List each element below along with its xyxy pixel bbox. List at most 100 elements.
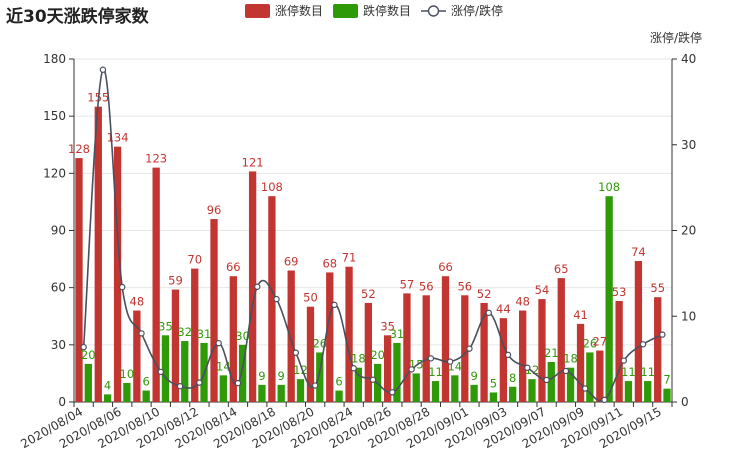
y-right-tick-label: 40 [681, 52, 696, 66]
ratio-point [504, 351, 512, 359]
ratio-point [562, 367, 570, 375]
data-label-limit-down: 18 [351, 352, 366, 366]
bar-limit-up [519, 310, 527, 402]
bar-limit-up [480, 302, 488, 402]
bar-limit-down [181, 341, 189, 402]
bar-limit-up [403, 293, 411, 402]
ratio-point [659, 331, 666, 338]
bar-limit-down [161, 335, 170, 402]
ratio-point [176, 383, 184, 390]
bar-limit-up [152, 167, 160, 402]
chart-title: 近30天涨跌停家数 [6, 7, 149, 27]
bar-limit-down [644, 381, 652, 402]
ratio-point [331, 301, 338, 309]
data-label-limit-up: 69 [284, 255, 299, 269]
data-label-limit-down: 11 [621, 365, 636, 379]
bar-limit-down [84, 363, 92, 402]
bar-limit-down [123, 382, 131, 402]
data-label-limit-down: 31 [390, 327, 405, 341]
bar-limit-up [345, 266, 353, 402]
data-label-limit-up: 128 [68, 142, 90, 156]
data-label-limit-up: 134 [107, 131, 129, 145]
bar-limit-down [509, 386, 517, 402]
bar-limit-down [605, 196, 613, 402]
bar-limit-down [566, 367, 575, 402]
y-left-tick-label: 120 [43, 166, 66, 180]
legend-label-limit-up: 涨停数目 [275, 3, 323, 18]
y-right-tick-label: 30 [681, 138, 696, 152]
ratio-point [350, 365, 357, 372]
y-right-tick-label: 20 [681, 224, 696, 238]
bar-limit-down [547, 361, 555, 402]
bar-limit-up [557, 278, 565, 402]
legend-swatch-limit-up [245, 4, 270, 18]
ratio-point [369, 376, 377, 383]
ratio-point [292, 349, 300, 356]
data-label-limit-up: 35 [380, 319, 395, 333]
bar-limit-up [191, 268, 199, 402]
ratio-point [389, 389, 396, 396]
bar-limit-up [268, 196, 276, 402]
ratio-point [427, 355, 435, 362]
data-label-limit-down: 20 [81, 348, 96, 362]
ratio-point [485, 309, 492, 317]
data-label-limit-up: 71 [342, 251, 357, 265]
data-label-limit-up: 66 [226, 260, 241, 274]
bar-limit-up [615, 301, 623, 402]
data-label-limit-up: 121 [242, 155, 264, 169]
bar-limit-up [441, 276, 450, 402]
bar-limit-down [393, 342, 401, 402]
y-right-tick-label: 10 [681, 309, 696, 323]
bar-limit-up [499, 318, 508, 402]
data-label-limit-down: 18 [563, 352, 578, 366]
data-label-limit-down: 8 [509, 371, 516, 385]
bar-limit-down [258, 384, 266, 402]
ratio-point [273, 295, 280, 303]
bar-limit-down [431, 381, 440, 402]
data-label-limit-down: 26 [583, 336, 598, 350]
data-label-limit-down: 21 [544, 346, 559, 360]
data-label-limit-up: 27 [593, 335, 608, 349]
bar-limit-down [238, 344, 247, 402]
bar-limit-down [335, 390, 343, 402]
ratio-point [408, 366, 415, 373]
ratio-point [99, 66, 107, 73]
bar-limit-down [663, 388, 671, 402]
data-label-limit-up: 57 [400, 277, 415, 291]
ratio-point [524, 364, 531, 371]
ratio-point [138, 330, 145, 337]
bar-limit-down [412, 373, 420, 402]
data-label-limit-up: 55 [650, 281, 665, 295]
ratio-point [581, 385, 589, 392]
data-label-limit-down: 31 [197, 327, 212, 341]
ratio-point [639, 341, 647, 348]
data-label-limit-up: 54 [535, 283, 550, 297]
ratio-point [620, 357, 627, 364]
data-label-limit-up: 74 [631, 245, 646, 259]
y-right-tick-label: 0 [681, 395, 689, 409]
ratio-point [234, 379, 242, 387]
data-label-limit-up: 52 [477, 287, 492, 301]
bar-limit-up [326, 272, 334, 402]
data-label-limit-up: 48 [130, 295, 145, 309]
bar-limit-up [422, 295, 430, 402]
bar-limit-down [219, 375, 227, 402]
ratio-point [215, 339, 222, 347]
bar-limit-down [277, 384, 285, 402]
data-label-limit-down: 11 [640, 365, 655, 379]
bar-limit-up [113, 146, 122, 402]
bar-limit-up [94, 106, 102, 402]
y-right-axis-name: 涨停/跌停 [650, 30, 702, 45]
bar-limit-down [470, 384, 478, 402]
bar-limit-down [142, 390, 150, 402]
bar-limit-up [75, 158, 83, 402]
data-label-limit-up: 50 [303, 291, 318, 305]
data-label-limit-up: 68 [322, 256, 337, 270]
ratio-point [466, 345, 473, 352]
bar-limit-up [364, 302, 372, 402]
y-left-tick-label: 60 [51, 281, 66, 295]
data-label-limit-down: 5 [490, 376, 497, 390]
data-label-limit-down: 9 [258, 369, 265, 383]
bar-limit-up [306, 306, 315, 402]
data-label-limit-down: 7 [663, 373, 670, 387]
